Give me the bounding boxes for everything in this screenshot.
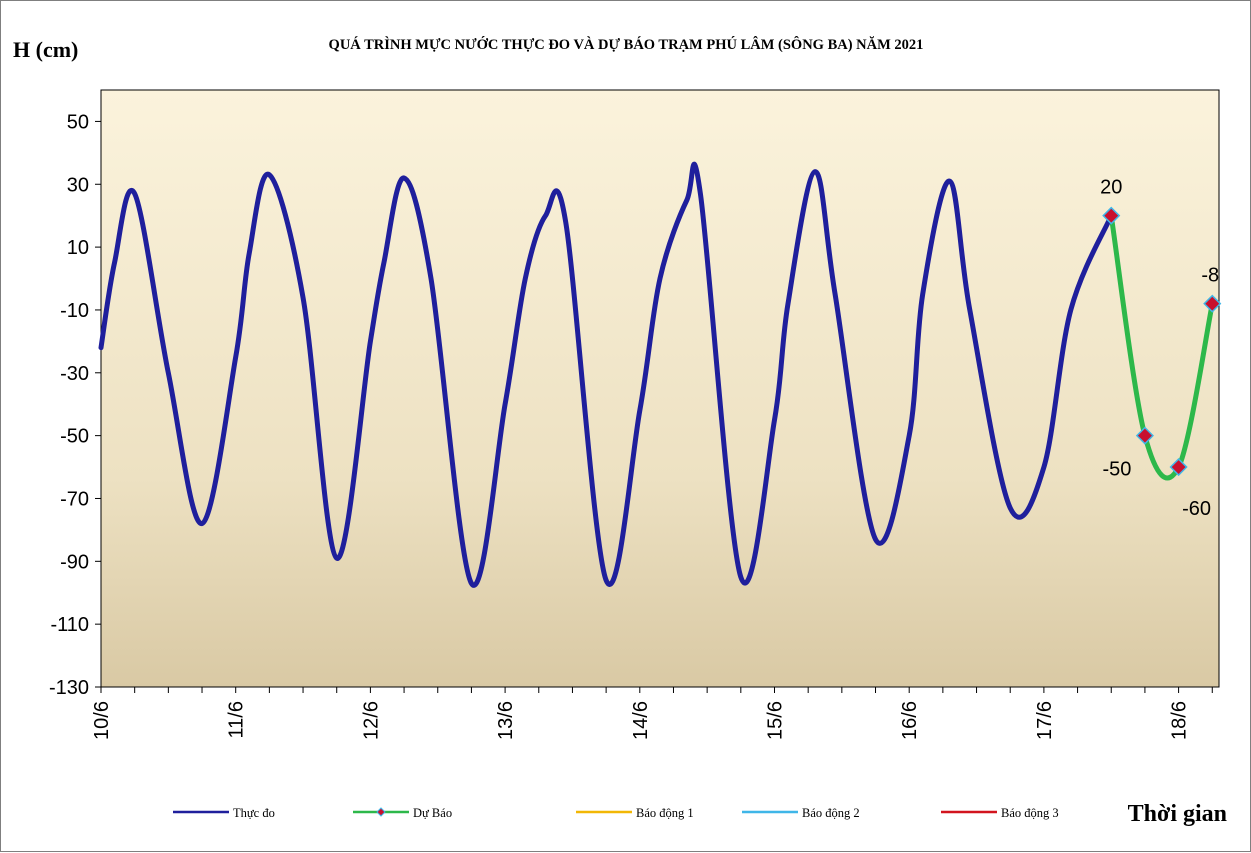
y-tick-label: -50 <box>60 426 89 448</box>
series-line-1 <box>1108 213 1215 481</box>
legend-label-0: Thực đo <box>233 806 275 820</box>
y-tick-label: -10 <box>60 300 89 322</box>
y-tick-label: -110 <box>50 614 89 636</box>
legend-label-3: Báo động 2 <box>802 806 860 820</box>
y-axis-label: H (cm) <box>13 37 78 62</box>
marker-layer <box>1102 206 1222 477</box>
x-tick-label: 17/6 <box>1034 701 1056 740</box>
data-label: -50 <box>1102 459 1131 481</box>
legend-label-2: Báo động 1 <box>636 806 694 820</box>
legend-label-4: Báo động 3 <box>1001 806 1059 820</box>
x-tick-label: 14/6 <box>630 701 652 740</box>
legend: Thực đo Dự Báo Báo động 1 Báo động 2 Báo độn… <box>173 806 1059 820</box>
plot-area <box>100 89 1220 688</box>
forecast-point-marker <box>1135 426 1154 445</box>
data-label: 20 <box>1100 177 1122 199</box>
forecast-point-marker <box>1203 294 1222 313</box>
x-tick-label: 16/6 <box>899 701 921 740</box>
y-tick-label: 10 <box>67 237 89 259</box>
y-tick-label: -70 <box>60 488 89 510</box>
y-tick-label: -90 <box>60 551 89 573</box>
x-tick-label: 11/6 <box>226 701 248 738</box>
data-label: -8 <box>1201 265 1219 287</box>
x-tick-label: 12/6 <box>360 701 382 740</box>
data-label: -60 <box>1182 498 1211 520</box>
x-tick-label: 15/6 <box>764 701 786 740</box>
y-tick-label: 50 <box>67 111 89 133</box>
y-tick-label: -30 <box>60 363 89 385</box>
series-layer <box>98 161 1215 588</box>
x-axis: 10/6 11/6 12/6 13/6 14/6 15/6 16/6 17/6 18/6 <box>91 687 1213 740</box>
chart-title: QUÁ TRÌNH MỰC NƯỚC THỰC ĐO VÀ DỰ BÁO TRẠ… <box>329 36 924 53</box>
legend-marker-1 <box>376 807 386 817</box>
y-axis: 50 30 10 -10 -30 -50 -70 -90 -110 -130 <box>49 111 101 699</box>
y-tick-label: 30 <box>67 174 89 196</box>
x-tick-label: 10/6 <box>91 701 113 740</box>
y-tick-label: -130 <box>49 677 89 699</box>
x-tick-label: 13/6 <box>495 701 517 740</box>
legend-label-1: Dự Báo <box>413 806 452 820</box>
forecast-point-marker <box>1102 206 1121 225</box>
forecast-point-marker <box>1169 457 1188 477</box>
x-tick-label: 18/6 <box>1169 701 1191 740</box>
series-line-0 <box>98 161 1114 588</box>
data-label-layer: 20 -50 -60 -8 <box>1100 177 1219 520</box>
x-axis-label: Thời gian <box>1128 801 1227 827</box>
